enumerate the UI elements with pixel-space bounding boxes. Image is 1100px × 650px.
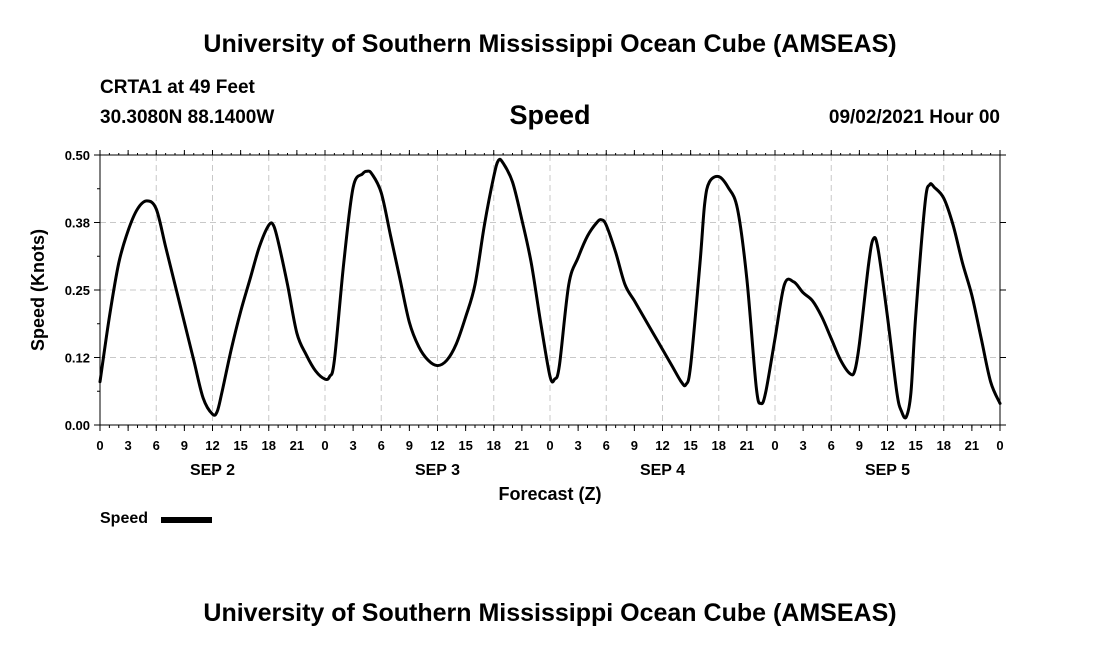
x-tick-label: 15 (908, 438, 922, 453)
day-label: SEP 3 (415, 462, 460, 479)
x-tick-label: 9 (631, 438, 638, 453)
x-tick-label: 0 (321, 438, 328, 453)
x-tick-label: 21 (290, 438, 304, 453)
y-tick-label: 0.38 (65, 216, 90, 231)
chart-title-bottom: University of Southern Mississippi Ocean… (203, 599, 897, 627)
x-tick-label: 0 (996, 438, 1003, 453)
y-tick-label: 0.00 (65, 418, 90, 433)
x-tick-label: 0 (96, 438, 103, 453)
x-tick-label: 0 (771, 438, 778, 453)
x-tick-label: 18 (937, 438, 951, 453)
x-tick-label: 18 (712, 438, 726, 453)
coordinates-label: 30.3080N 88.1400W (100, 107, 275, 128)
y-tick-label: 0.12 (65, 351, 90, 366)
x-tick-label: 15 (458, 438, 472, 453)
x-tick-label: 15 (683, 438, 697, 453)
x-tick-label: 12 (880, 438, 894, 453)
x-tick-label: 21 (515, 438, 529, 453)
x-tick-label: 3 (575, 438, 582, 453)
run-time-label: 09/02/2021 Hour 00 (828, 107, 1000, 128)
x-tick-label: 18 (262, 438, 276, 453)
series-line-speed (98, 157, 1002, 420)
variable-title: Speed (509, 100, 591, 130)
x-tick-label: 21 (740, 438, 754, 453)
x-tick-label: 15 (233, 438, 247, 453)
x-tick-label: 3 (800, 438, 807, 453)
x-tick-label: 6 (153, 438, 160, 453)
x-tick-label: 9 (181, 438, 188, 453)
legend-label: Speed (100, 510, 149, 527)
chart-title-top: University of Southern Mississippi Ocean… (203, 30, 897, 58)
x-tick-label: 3 (125, 438, 132, 453)
day-label: SEP 2 (190, 462, 235, 479)
x-tick-label: 6 (378, 438, 385, 453)
legend-swatch (161, 517, 212, 523)
day-label: SEP 5 (865, 462, 910, 479)
x-tick-label: 12 (655, 438, 669, 453)
day-label: SEP 4 (640, 462, 685, 479)
x-tick-label: 12 (205, 438, 219, 453)
y-axis-title: Speed (Knots) (28, 229, 48, 351)
x-tick-label: 9 (856, 438, 863, 453)
y-tick-label: 0.25 (65, 283, 90, 298)
x-tick-label: 21 (965, 438, 979, 453)
x-tick-label: 0 (546, 438, 553, 453)
x-tick-label: 18 (487, 438, 501, 453)
x-axis-title: Forecast (Z) (498, 484, 601, 504)
x-tick-label: 6 (603, 438, 610, 453)
station-label: CRTA1 at 49 Feet (100, 77, 255, 98)
y-tick-label: 0.50 (65, 148, 90, 163)
x-tick-label: 12 (430, 438, 444, 453)
x-tick-label: 6 (828, 438, 835, 453)
x-tick-label: 9 (406, 438, 413, 453)
x-tick-label: 3 (350, 438, 357, 453)
